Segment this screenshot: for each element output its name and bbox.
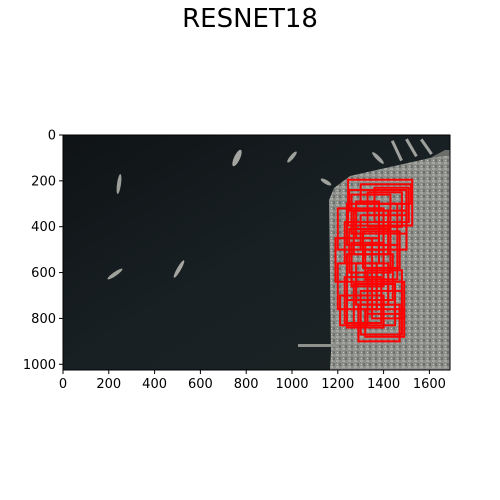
pier xyxy=(390,140,403,162)
ship xyxy=(116,174,122,194)
detection-box xyxy=(361,230,401,269)
y-tick-label: 0 xyxy=(48,129,56,144)
y-tick-label: 1000 xyxy=(23,358,56,373)
ship xyxy=(232,149,242,167)
detection-box xyxy=(339,294,369,327)
detection-box xyxy=(355,200,381,240)
satellite-image xyxy=(63,135,450,370)
ship xyxy=(287,151,297,163)
detection-box xyxy=(347,178,414,227)
x-tick-label: 1400 xyxy=(367,377,400,392)
ship xyxy=(173,260,185,278)
figure-title: RESNET18 xyxy=(182,4,318,34)
pier xyxy=(405,138,418,158)
detection-box xyxy=(359,289,403,336)
detection-box xyxy=(343,276,383,324)
x-tick-label: 600 xyxy=(188,377,213,392)
y-tick-label: 200 xyxy=(31,174,56,189)
axes-frame xyxy=(62,134,451,371)
detection-box xyxy=(366,191,403,228)
y-axis: 0 200 400 600 800 1000 xyxy=(23,129,63,373)
y-tick-label: 400 xyxy=(31,220,56,235)
detection-box xyxy=(373,186,410,224)
x-tick-label: 400 xyxy=(142,377,167,392)
x-axis: 0 200 400 600 800 1000 1200 1400 1600 xyxy=(59,370,446,392)
x-tick-label: 1000 xyxy=(275,377,308,392)
detection-box xyxy=(357,303,401,343)
quay xyxy=(298,344,338,347)
detection-box xyxy=(350,193,392,235)
ship xyxy=(320,178,332,186)
x-tick-label: 800 xyxy=(234,377,259,392)
detection-box xyxy=(348,228,392,274)
ship xyxy=(107,268,123,280)
detection-boxes xyxy=(334,178,414,343)
detection-box xyxy=(371,280,406,320)
x-tick-label: 1600 xyxy=(413,377,446,392)
ship xyxy=(372,152,384,164)
detection-box xyxy=(364,308,406,338)
detection-box xyxy=(334,237,374,283)
x-tick-label: 1200 xyxy=(321,377,354,392)
x-tick-label: 0 xyxy=(59,377,67,392)
y-tick-label: 600 xyxy=(31,266,56,281)
x-tick-label: 200 xyxy=(96,377,121,392)
pier xyxy=(420,138,433,155)
y-tick-label: 800 xyxy=(31,312,56,327)
